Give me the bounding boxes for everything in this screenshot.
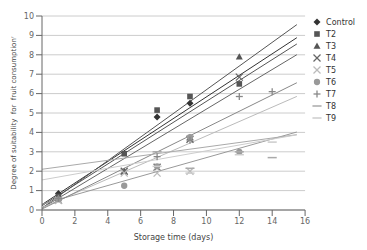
svg-text:2: 2 [29,167,34,176]
svg-text:8: 8 [171,217,176,226]
svg-text:Storage time (days): Storage time (days) [134,233,214,242]
html-text:Control: Control [326,17,355,27]
html-text:T3: T3 [326,41,337,51]
svg-text:7: 7 [29,70,34,79]
svg-text:2: 2 [72,217,77,226]
html-text:T2: T2 [326,29,337,39]
svg-text:9: 9 [29,31,34,40]
svg-text:14: 14 [267,217,277,226]
svg-text:0: 0 [29,206,34,215]
svg-text:6: 6 [138,217,143,226]
svg-text:10: 10 [201,217,211,226]
svg-text:8: 8 [29,51,34,60]
html-text:T6: T6 [326,77,337,87]
svg-text:5: 5 [29,109,34,118]
svg-text:12: 12 [234,217,244,226]
svg-text:3: 3 [29,148,34,157]
svg-text:4: 4 [105,217,110,226]
svg-text:16: 16 [300,217,310,226]
html-text:T7: T7 [326,89,337,99]
svg-text:1: 1 [29,186,34,195]
svg-text:6: 6 [29,89,34,98]
html-text:T9: T9 [326,113,337,123]
html-text:T8: T8 [326,101,337,111]
svg-text:0: 0 [39,217,44,226]
svg-text:4: 4 [29,128,34,137]
html-text:T4: T4 [326,53,337,63]
svg-text:Degree of suitability for fr: Degree of suitability for fruit consumpt… [10,36,18,189]
svg-text:10: 10 [24,12,34,21]
html-text:T5: T5 [326,65,337,75]
